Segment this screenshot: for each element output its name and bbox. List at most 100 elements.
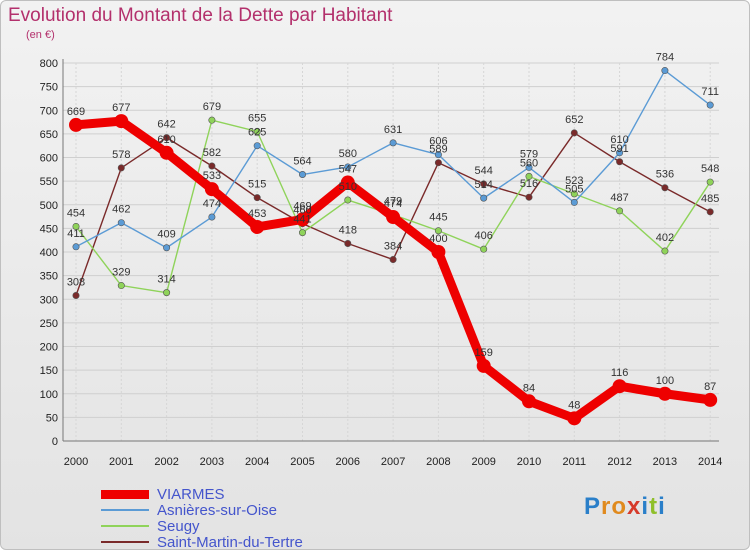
data-label: 116 xyxy=(611,367,629,379)
data-label: 400 xyxy=(429,233,447,245)
data-point xyxy=(117,219,125,227)
data-point xyxy=(340,175,355,190)
logo-letter: i xyxy=(641,493,650,520)
legend-item: VIARMES xyxy=(101,485,303,503)
y-tick-label: 700 xyxy=(40,105,58,117)
x-tick-label: 2010 xyxy=(517,456,541,468)
data-label: 487 xyxy=(610,192,628,204)
data-point xyxy=(163,289,171,297)
data-label: 329 xyxy=(112,267,130,279)
data-point xyxy=(480,245,488,253)
data-point xyxy=(208,116,216,124)
y-tick-label: 50 xyxy=(46,412,58,424)
data-label: 454 xyxy=(67,207,85,219)
x-tick-label: 2001 xyxy=(109,456,133,468)
data-label: 474 xyxy=(203,198,221,210)
data-label: 314 xyxy=(157,274,175,286)
logo-letter: t xyxy=(649,493,659,520)
data-point xyxy=(703,392,718,407)
y-tick-label: 450 xyxy=(40,223,58,235)
data-point xyxy=(253,128,261,136)
x-tick-label: 2000 xyxy=(64,456,88,468)
data-point xyxy=(159,145,174,160)
data-point xyxy=(208,162,216,170)
legend-swatch xyxy=(101,509,149,511)
data-label: 402 xyxy=(656,232,674,244)
data-point xyxy=(72,291,80,299)
y-tick-label: 800 xyxy=(40,58,58,70)
y-tick-label: 150 xyxy=(40,365,58,377)
data-point xyxy=(117,282,125,290)
data-point xyxy=(480,194,488,202)
y-tick-label: 650 xyxy=(40,129,58,141)
data-label: 544 xyxy=(475,165,493,177)
data-label: 533 xyxy=(203,170,221,182)
data-label: 642 xyxy=(157,119,175,131)
data-point xyxy=(522,394,536,409)
data-label: 411 xyxy=(67,228,85,240)
data-label: 479 xyxy=(384,196,402,208)
data-label: 579 xyxy=(520,148,538,160)
data-point xyxy=(253,142,261,150)
data-point xyxy=(163,134,171,142)
data-label: 308 xyxy=(67,276,85,288)
y-tick-label: 0 xyxy=(52,436,58,448)
data-point xyxy=(612,379,627,394)
y-tick-label: 250 xyxy=(40,318,58,330)
data-label: 441 xyxy=(293,214,311,226)
data-label: 669 xyxy=(67,106,85,118)
y-tick-label: 300 xyxy=(40,294,58,306)
data-point xyxy=(208,213,216,221)
legend-label: VIARMES xyxy=(157,485,225,503)
data-point xyxy=(114,114,129,129)
x-tick-label: 2014 xyxy=(698,456,722,468)
data-point xyxy=(69,117,83,132)
data-label: 652 xyxy=(565,114,583,126)
data-point xyxy=(661,67,669,75)
data-point xyxy=(616,158,624,166)
y-tick-label: 200 xyxy=(40,342,58,354)
data-point xyxy=(72,222,80,230)
data-point xyxy=(253,194,261,202)
data-point xyxy=(344,196,352,204)
data-label: 445 xyxy=(429,212,447,224)
logo-letter: r xyxy=(601,493,612,520)
data-label: 87 xyxy=(704,381,716,393)
data-point xyxy=(434,151,442,159)
data-point xyxy=(250,219,265,234)
x-tick-label: 2009 xyxy=(471,456,495,468)
data-label: 610 xyxy=(610,134,628,146)
logo-letter: P xyxy=(584,493,602,520)
x-tick-label: 2002 xyxy=(154,456,178,468)
x-tick-label: 2013 xyxy=(653,456,677,468)
data-point xyxy=(344,239,352,247)
data-label: 406 xyxy=(475,230,493,242)
data-point xyxy=(616,149,624,157)
data-label: 564 xyxy=(293,156,311,168)
data-label: 462 xyxy=(112,204,130,216)
data-label: 409 xyxy=(157,229,175,241)
data-point xyxy=(661,247,669,255)
data-point xyxy=(525,163,533,171)
data-label: 631 xyxy=(384,124,402,136)
data-point xyxy=(389,256,397,264)
chart-title: Evolution du Montant de la Dette par Hab… xyxy=(8,5,393,26)
data-label: 679 xyxy=(203,101,221,113)
data-point xyxy=(72,243,80,251)
proxiti-logo: Proxiti xyxy=(584,493,666,521)
data-label: 677 xyxy=(112,102,130,114)
data-point xyxy=(525,172,533,180)
data-label: 655 xyxy=(248,113,266,125)
data-point xyxy=(117,164,125,172)
data-label: 606 xyxy=(429,136,447,148)
data-label: 510 xyxy=(339,181,357,193)
data-label: 474 xyxy=(384,198,402,210)
data-label: 523 xyxy=(565,175,583,187)
data-point xyxy=(567,411,582,426)
data-point xyxy=(386,210,401,225)
data-label: 711 xyxy=(701,86,719,98)
logo-letter: o xyxy=(611,493,628,520)
x-tick-label: 2008 xyxy=(426,456,450,468)
data-label: 547 xyxy=(339,164,357,176)
legend-swatch xyxy=(101,525,149,527)
